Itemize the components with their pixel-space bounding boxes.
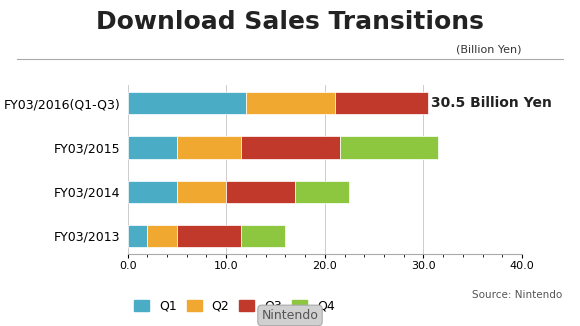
- Text: Source: Nintendo: Source: Nintendo: [472, 290, 563, 300]
- Bar: [226, 181, 295, 202]
- Bar: [246, 93, 335, 114]
- Bar: [335, 93, 428, 114]
- Bar: [128, 225, 147, 246]
- Bar: [128, 93, 246, 114]
- Bar: [128, 137, 177, 158]
- Bar: [128, 181, 177, 202]
- Bar: [339, 137, 438, 158]
- Bar: [177, 181, 226, 202]
- Bar: [241, 225, 285, 246]
- Text: 30.5 Billion Yen: 30.5 Billion Yen: [432, 96, 552, 111]
- Text: Nintendo: Nintendo: [262, 309, 318, 322]
- Legend: Q1, Q2, Q3, Q4: Q1, Q2, Q3, Q4: [134, 300, 335, 312]
- Bar: [241, 137, 339, 158]
- Bar: [177, 137, 241, 158]
- Bar: [147, 225, 177, 246]
- Bar: [177, 225, 241, 246]
- Text: Download Sales Transitions: Download Sales Transitions: [96, 10, 484, 34]
- Bar: [295, 181, 349, 202]
- Text: (Billion Yen): (Billion Yen): [456, 44, 522, 54]
